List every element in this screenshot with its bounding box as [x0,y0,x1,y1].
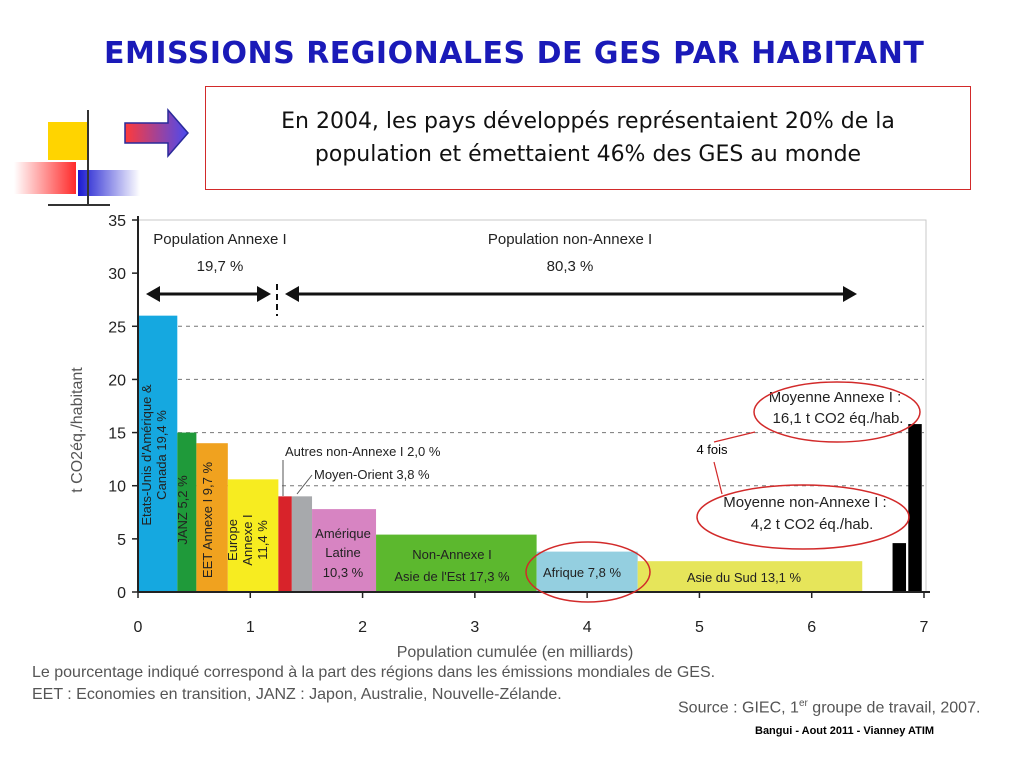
x-tick-label: 2 [358,619,367,636]
arrow-right-icon [124,107,189,159]
y-axis-label: t CO2éq./habitant [69,367,86,493]
label-amerique-1: Amérique [315,526,371,541]
key-statement-box: En 2004, les pays développés représentai… [205,86,971,190]
y-tick-label: 25 [108,319,126,336]
annexe-span-arrow-right [257,286,271,302]
label-europe-1: Europe [225,519,240,561]
x-tick-label: 1 [246,619,255,636]
key-statement-line1: En 2004, les pays développés représentai… [281,109,895,134]
label-europe-2: Annexe I [240,514,255,565]
axes: 0 5 10 15 20 25 30 35 0 1 2 3 4 5 6 7 Population cumulée… [69,213,930,661]
average-non-annexe-line1: Moyenne non-Annexe I : [723,494,886,511]
slide-title: EMISSIONS REGIONALES DE GES PAR HABITANT [104,36,925,71]
population-annexe-pct: 19,7 % [197,258,244,275]
ratio-connector-top [713,431,756,443]
y-tick-label: 15 [108,426,126,443]
note-line-1: Le pourcentage indiqué correspond à la p… [32,664,716,681]
source-text: Source : GIEC, 1er groupe de travail, 20… [678,698,980,717]
x-tick-label: 6 [807,619,816,636]
credit-text: Bangui - Aout 2011 - Vianney ATIM [755,725,935,737]
label-afrique: Afrique 7,8 % [543,565,621,580]
slide-decoration [0,100,200,215]
population-non-annexe-title: Population non-Annexe I [488,231,652,248]
bar [312,509,377,592]
bar [536,551,638,592]
ratio-connector-bottom [713,461,723,495]
annotations: Population Annexe I 19,7 % Population non-… [139,231,921,603]
bar [278,496,292,592]
x-tick-label: 4 [583,619,592,636]
average-bar [892,543,907,592]
source-suffix: groupe de travail, 2007. [807,699,981,717]
average-non-annexe-line2: 4,2 t CO2 éq./hab. [751,516,874,533]
y-tick-label: 0 [117,585,126,602]
bar [196,443,228,592]
x-tick-label: 5 [695,619,704,636]
leader-moyen-orient [296,474,313,495]
x-tick-label: 3 [470,619,479,636]
label-autres-non-annexe: Autres non-Annexe I 2,0 % [285,444,441,459]
x-axis-label: Population cumulée (en milliards) [397,644,634,661]
label-amerique-2: Latine [325,545,360,560]
average-non-annexe-ellipse [696,484,910,550]
label-asie-est-2: Asie de l'Est 17,3 % [394,569,510,584]
y-tick-label: 20 [108,372,126,389]
label-asie-est-1: Non-Annexe I [412,547,492,562]
average-annexe-line2: 16,1 t CO2 éq./hab. [773,410,904,427]
label-janz: JANZ 5,2 % [175,475,190,545]
population-non-annexe-pct: 80,3 % [547,258,594,275]
ratio-annotation: 4 fois [696,442,728,457]
average-annexe-ellipse [753,381,921,443]
y-tick-label: 35 [108,213,126,230]
x-tick-label: 0 [134,619,143,636]
non-annexe-span-arrow-left [285,286,299,302]
label-europe-3: 11,4 % [255,520,270,560]
bar [227,479,279,592]
non-annexe-span-arrow-right [843,286,857,302]
bar [291,496,313,592]
label-eet: EET Annexe I 9,7 % [200,462,215,579]
key-statement-line2: population et émettaient 46% des GES au … [314,142,862,167]
bar [376,534,537,592]
annexe-span-arrow-left [146,286,160,302]
label-asie-sud: Asie du Sud 13,1 % [687,570,802,585]
label-moyen-orient: Moyen-Orient 3,8 % [314,467,430,482]
average-bar [908,424,922,592]
population-annexe-title: Population Annexe I [153,231,286,248]
afrique-highlight-ellipse [525,541,651,603]
bars [138,315,922,592]
label-usa-canada-1: Etats-Unis d'Amérique & [139,384,154,526]
y-tick-label: 10 [108,479,126,496]
source-prefix: Source : GIEC, 1 [678,699,799,717]
x-tick-label: 7 [920,619,929,636]
average-annexe-line1: Moyenne Annexe I : [769,389,902,406]
bar [177,432,197,592]
bar [637,561,863,592]
y-tick-label: 5 [117,532,126,549]
y-tick-label: 30 [108,266,126,283]
note-line-2: EET : Economies en transition, JANZ : Ja… [32,686,562,703]
source-superscript: er [798,698,808,709]
label-usa-canada-2: Canada 19,4 % [154,410,169,500]
bar [138,315,178,592]
label-amerique-3: 10,3 % [323,565,364,580]
